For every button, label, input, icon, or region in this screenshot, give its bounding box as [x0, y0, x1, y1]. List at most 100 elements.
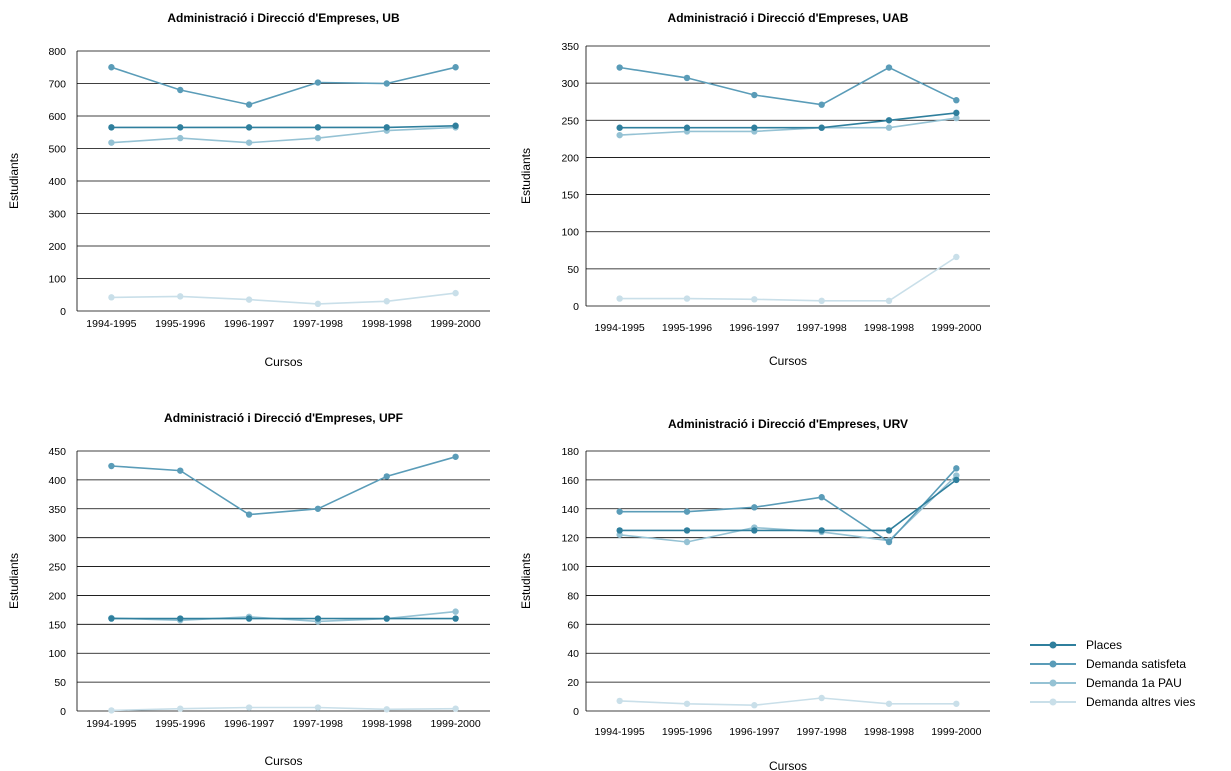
x-tick-label: 1998-1998 [864, 322, 914, 334]
data-point [108, 294, 114, 300]
y-tick-label: 50 [567, 264, 579, 276]
data-point [684, 539, 690, 545]
x-tick-label: 1997-1998 [797, 322, 847, 334]
data-point [751, 527, 757, 533]
data-point [452, 64, 458, 70]
legend: Places Demanda satisfeta Demanda 1a PAU Dem… [1030, 638, 1195, 709]
legend-label: Places [1086, 638, 1122, 652]
y-tick-label: 100 [48, 274, 66, 286]
data-point [953, 477, 959, 483]
series-line [111, 293, 455, 304]
data-point [384, 615, 390, 621]
data-point [886, 64, 892, 70]
y-tick-label: 180 [561, 446, 579, 458]
y-tick-label: 350 [48, 504, 66, 516]
chart-title: Administració i Direcció d'Empreses, UAB [668, 11, 909, 25]
data-point [246, 511, 252, 517]
y-tick-label: 300 [48, 209, 66, 221]
data-point [384, 124, 390, 130]
y-tick-label: 200 [48, 241, 66, 253]
data-point [315, 79, 321, 85]
data-point [246, 615, 252, 621]
chart-panel-1: Administració i Direcció d'Empreses, UB 0… [7, 11, 490, 369]
data-point [886, 298, 892, 304]
x-tick-label: 1998-1998 [362, 718, 412, 730]
y-tick-label: 50 [54, 677, 66, 689]
data-point [616, 508, 622, 514]
data-point [684, 701, 690, 707]
data-point [315, 124, 321, 130]
data-point [886, 117, 892, 123]
data-point [246, 296, 252, 302]
y-tick-label: 300 [561, 78, 579, 90]
y-tick-label: 700 [48, 79, 66, 91]
data-point [616, 132, 622, 138]
series-line [620, 257, 957, 301]
data-point [751, 504, 757, 510]
data-point [886, 539, 892, 545]
y-tick-label: 140 [561, 504, 579, 516]
y-axis-label: Estudiants [519, 148, 533, 204]
chart-title: Administració i Direcció d'Empreses, URV [668, 417, 908, 431]
data-point [315, 704, 321, 710]
x-tick-label: 1995-1996 [662, 726, 712, 738]
y-tick-label: 0 [60, 706, 66, 718]
y-tick-label: 0 [573, 301, 579, 313]
data-point [684, 295, 690, 301]
legend-item: Places [1030, 638, 1122, 652]
data-point [246, 139, 252, 145]
data-point [246, 124, 252, 130]
data-point [177, 705, 183, 711]
data-point [315, 506, 321, 512]
x-axis-label: Cursos [264, 754, 302, 768]
data-point [384, 298, 390, 304]
y-tick-label: 800 [48, 46, 66, 58]
series-line [620, 68, 957, 105]
y-tick-label: 20 [567, 677, 579, 689]
data-point [886, 125, 892, 131]
y-tick-label: 250 [561, 115, 579, 127]
legend-swatch-marker [1050, 699, 1057, 706]
data-point [818, 695, 824, 701]
data-point [384, 473, 390, 479]
series-line [620, 698, 957, 705]
data-point [616, 698, 622, 704]
data-point [452, 705, 458, 711]
y-tick-label: 300 [48, 533, 66, 545]
data-point [177, 615, 183, 621]
y-tick-label: 200 [48, 590, 66, 602]
legend-swatch-marker [1050, 680, 1057, 687]
y-tick-label: 500 [48, 144, 66, 156]
data-point [177, 87, 183, 93]
data-point [616, 64, 622, 70]
y-tick-label: 60 [567, 619, 579, 631]
y-tick-label: 100 [48, 648, 66, 660]
x-axis-label: Cursos [769, 354, 807, 368]
data-point [452, 454, 458, 460]
y-tick-label: 120 [561, 533, 579, 545]
series-line [111, 612, 455, 622]
data-point [818, 125, 824, 131]
legend-swatch-marker [1050, 642, 1057, 649]
data-point [953, 701, 959, 707]
data-point [684, 75, 690, 81]
chart-title: Administració i Direcció d'Empreses, UB [167, 11, 400, 25]
data-point [177, 124, 183, 130]
x-tick-label: 1994-1995 [595, 322, 645, 334]
data-point [452, 123, 458, 129]
data-point [953, 254, 959, 260]
y-tick-label: 400 [48, 475, 66, 487]
data-point [953, 110, 959, 116]
x-tick-label: 1998-1998 [362, 318, 412, 330]
legend-item: Demanda satisfeta [1030, 657, 1186, 671]
y-axis-label: Estudiants [7, 153, 21, 209]
x-tick-label: 1999-2000 [931, 322, 981, 334]
series-line [111, 127, 455, 142]
y-tick-label: 0 [60, 306, 66, 318]
x-tick-label: 1994-1995 [86, 318, 136, 330]
x-tick-label: 1996-1997 [224, 318, 274, 330]
data-point [616, 125, 622, 131]
data-point [108, 64, 114, 70]
legend-item: Demanda altres vies [1030, 695, 1195, 709]
